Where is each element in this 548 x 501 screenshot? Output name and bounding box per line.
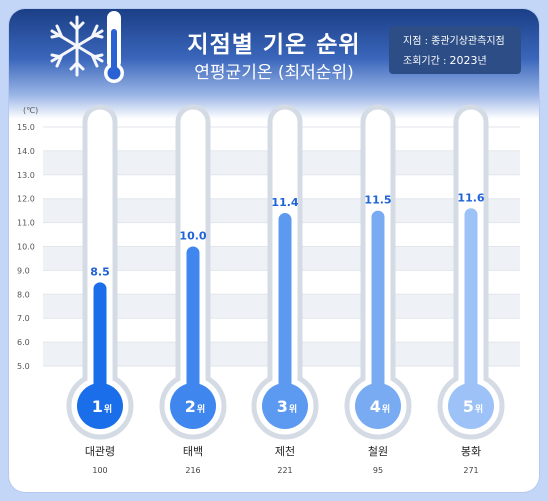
x-category-label: 철원 <box>368 445 388 458</box>
y-tick-label: 8.0 <box>17 290 30 299</box>
bar <box>278 213 292 406</box>
y-tick-label: 6.0 <box>17 338 30 347</box>
rank-suffix: 위 <box>104 403 112 415</box>
bar-bulb <box>77 383 123 429</box>
station-code-label: 271 <box>463 466 478 475</box>
y-tick-label: 5.0 <box>17 362 30 371</box>
info-station: 지점 : 종관기상관측지점 <box>403 36 505 47</box>
thermometer-snowflake-icon <box>41 9 137 93</box>
station-code-label: 216 <box>185 466 200 475</box>
rank-number: 2 <box>185 397 196 416</box>
x-category-label: 태백 <box>183 445 203 458</box>
y-tick-label: 10.0 <box>17 243 35 252</box>
bar-bulb <box>355 383 401 429</box>
rank-label: 2위 <box>185 397 205 416</box>
station-code-label: 95 <box>373 466 383 475</box>
info-year: 2023 <box>449 54 478 67</box>
rank-label: 1위 <box>92 397 112 416</box>
rank-suffix: 위 <box>289 403 297 415</box>
rank-number: 4 <box>370 397 381 416</box>
rank-number: 1 <box>92 397 103 416</box>
info-box: 지점 : 종관기상관측지점 조회기간 : 2023년 <box>389 26 521 74</box>
y-tick-label: 7.0 <box>17 314 30 323</box>
y-tick-label: 9.0 <box>17 266 30 275</box>
bar <box>93 282 107 406</box>
page-title: 지점별 기온 순위 <box>187 32 361 58</box>
bar <box>186 246 200 406</box>
header-banner: 지점별 기온 순위 연평균기온 (최저순위) 지점 : 종관기상관측지점 조회기… <box>9 9 539 119</box>
bar <box>464 208 478 406</box>
bar-bulb <box>448 383 494 429</box>
bar-bulb <box>262 383 308 429</box>
rank-number: 5 <box>463 397 474 416</box>
info-period-label: 조회기간 : <box>403 56 447 67</box>
thermometer-bar-chart: 15.0 14.0 13.0 12.0 11.0 10.0 9.0 8.0 7.0 6.0 5.0 (… <box>17 104 520 475</box>
data-label: 11.4 <box>271 196 298 209</box>
info-year-unit: 년 <box>477 56 487 67</box>
rank-suffix: 위 <box>475 403 483 415</box>
chart-card: 지점별 기온 순위 연평균기온 (최저순위) 지점 : 종관기상관측지점 조회기… <box>9 9 539 492</box>
rank-label: 3위 <box>277 397 297 416</box>
rank-suffix: 위 <box>382 403 390 415</box>
x-category-label: 봉화 <box>461 445 481 458</box>
bar <box>371 210 385 406</box>
x-category-label: 제천 <box>275 444 295 458</box>
station-code-label: 221 <box>277 466 292 475</box>
y-tick-label: 11.0 <box>17 219 35 228</box>
data-label: 11.6 <box>457 191 484 204</box>
tubes <box>66 104 505 440</box>
page-subtitle: 연평균기온 (최저순위) <box>194 63 354 83</box>
bar-bulb <box>170 383 216 429</box>
rank-label: 5위 <box>463 397 483 416</box>
y-tick-label: 14.0 <box>17 147 35 156</box>
y-tick-label: 12.0 <box>17 195 35 204</box>
rank-number: 3 <box>277 397 288 416</box>
data-label: 8.5 <box>90 265 110 278</box>
rank-suffix: 위 <box>197 403 205 415</box>
x-category-label: 대관령 <box>85 445 115 458</box>
rank-label: 4위 <box>370 397 390 416</box>
y-axis-unit: (℃) <box>23 106 38 115</box>
y-tick-label: 15.0 <box>17 123 35 132</box>
data-label: 10.0 <box>179 230 206 243</box>
info-period: 조회기간 : 2023년 <box>403 51 521 71</box>
data-label: 11.5 <box>364 194 391 207</box>
y-tick-label: 13.0 <box>17 171 35 180</box>
station-code-label: 100 <box>92 466 107 475</box>
labels: 15.0 14.0 13.0 12.0 11.0 10.0 9.0 8.0 7.0 6.0 5.0 (… <box>17 106 485 475</box>
